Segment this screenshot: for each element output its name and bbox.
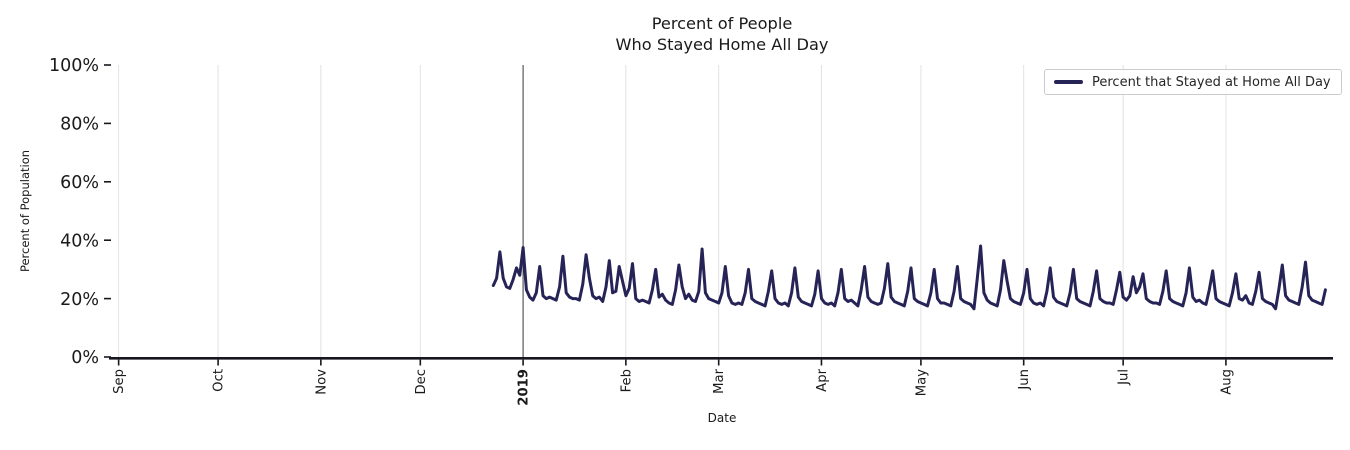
x-tick-label-sep: Sep [112, 369, 127, 394]
x-tick-label-apr: Apr [815, 368, 830, 391]
y-tick-label-40: 40% [60, 231, 99, 251]
y-tick-label-20: 20% [60, 290, 99, 310]
x-tick-label-jun: Jun [1017, 369, 1032, 391]
chart-title-line1: Percent of People [651, 14, 793, 33]
chart-title: Percent of People Who Stayed Home All Da… [616, 14, 829, 55]
x-tick-label-may: May [914, 369, 929, 396]
legend: Percent that Stayed at Home All Day [1044, 69, 1342, 95]
legend-line-swatch [1054, 80, 1083, 84]
data-line-stayed-home [491, 244, 1327, 311]
y-axis-label: Percent of Population [18, 149, 32, 273]
y-tick-label-80: 80% [60, 115, 99, 135]
x-tick-label-nov: Nov [314, 369, 329, 395]
x-tick-label-oct: Oct [212, 369, 227, 392]
x-tick-label-mar: Mar [712, 368, 727, 393]
x-tick-label-2019: 2019 [517, 369, 532, 406]
chart-title-line2: Who Stayed Home All Day [615, 34, 829, 54]
x-tick-label-dec: Dec [414, 369, 429, 395]
y-tick-label-0: 0% [71, 348, 99, 368]
legend-label: Percent that Stayed at Home All Day [1092, 74, 1331, 90]
y-tick-label-100: 100% [49, 56, 99, 76]
x-tick-label-feb: Feb [619, 369, 634, 392]
x-tick-label-aug: Aug [1219, 369, 1234, 395]
y-tick-label-60: 60% [60, 173, 99, 193]
x-axis-label: Date [707, 411, 737, 425]
x-tick-label-jul: Jul [1117, 369, 1132, 386]
